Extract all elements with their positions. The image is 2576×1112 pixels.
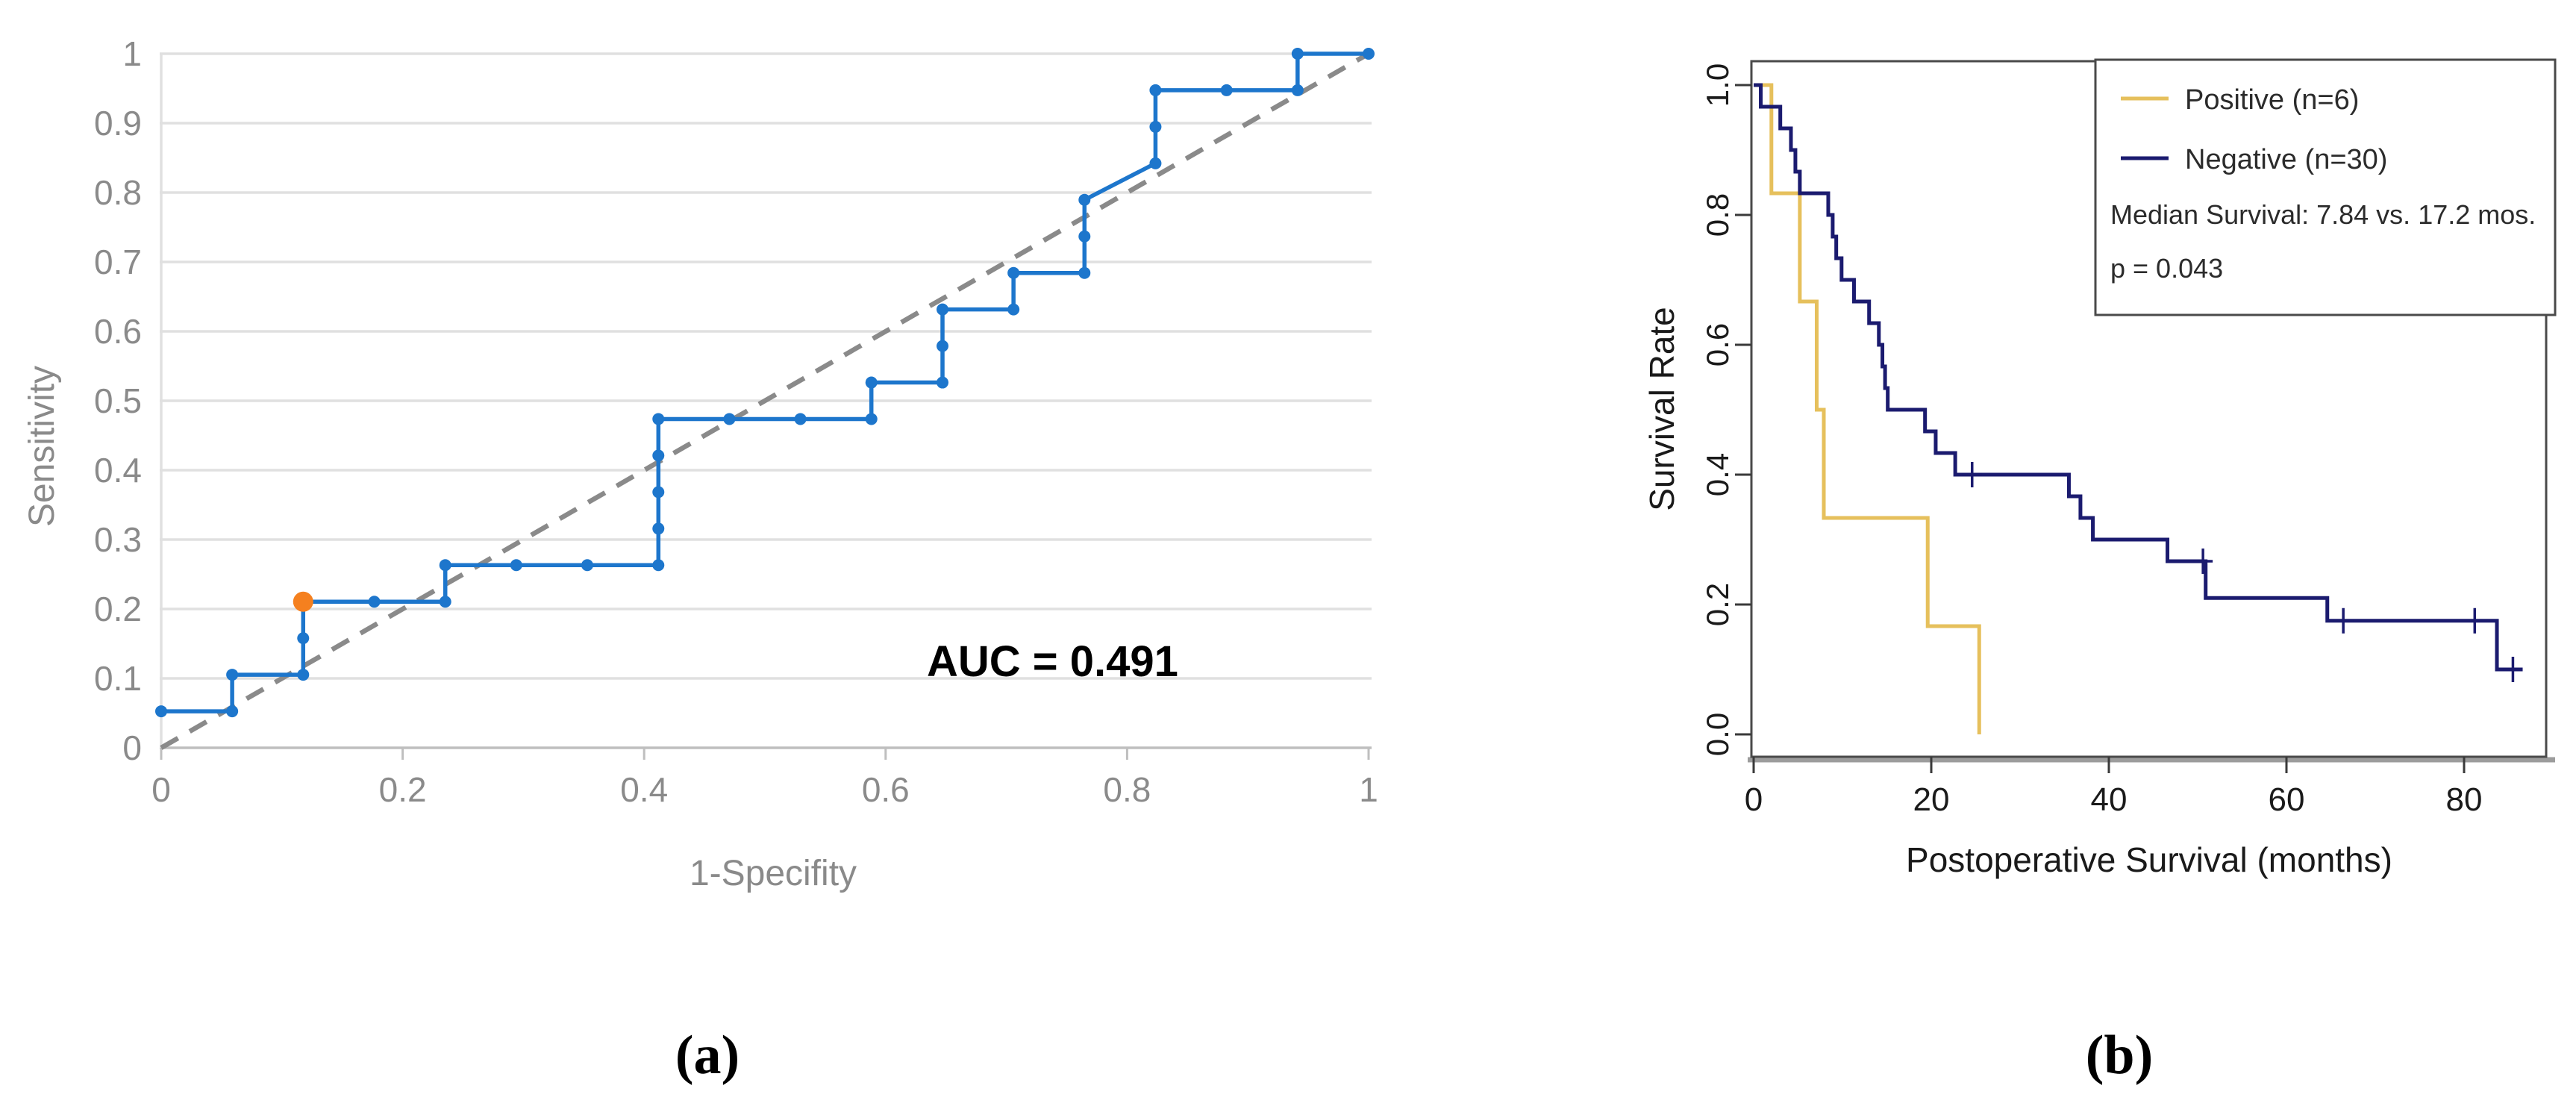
roc-data-point xyxy=(368,596,381,608)
roc-curve xyxy=(159,51,1371,713)
y-tick-label: 0.9 xyxy=(94,104,142,143)
x-tick-label: 20 xyxy=(1913,781,1950,818)
y-tick-label: 0.4 xyxy=(94,451,142,490)
roc-data-point xyxy=(439,559,451,572)
y-tick-label: 1.0 xyxy=(1700,63,1735,107)
roc-data-point xyxy=(439,596,451,608)
x-tick-label: 0 xyxy=(151,770,171,809)
x-tick-label: 80 xyxy=(2446,781,2483,818)
legend-p-value-text: p = 0.043 xyxy=(2110,253,2223,284)
roc-data-point xyxy=(652,486,665,499)
x-axis-title: 1-Specifity xyxy=(690,854,857,893)
y-tick-label: 0.1 xyxy=(94,659,142,698)
km-curve-negative xyxy=(1754,83,2523,672)
roc-data-point xyxy=(794,413,807,425)
y-axis-title: Survival Rate xyxy=(1642,307,1681,511)
y-tick-label: 0.2 xyxy=(1700,583,1735,626)
auc-annotation: AUC = 0.491 xyxy=(927,637,1178,686)
roc-data-point xyxy=(1078,193,1091,206)
panel-b-caption: (b) xyxy=(2086,1025,2153,1086)
x-tick-label: 60 xyxy=(2269,781,2305,818)
y-tick-label: 0.3 xyxy=(94,520,142,559)
roc-data-point xyxy=(1363,48,1375,60)
legend-item-label: Positive (n=6) xyxy=(2185,84,2359,116)
roc-chart-panel: 0 0.1 0.2 0.3 0.4 0.5 0.6 0.7 0.8 0.9 1 0 0.2 0.4 0.6 0… xyxy=(22,34,1378,893)
roc-data-point xyxy=(1291,48,1304,60)
y-tick-label: 0.0 xyxy=(1700,713,1735,756)
roc-data-point xyxy=(297,632,310,645)
legend-box xyxy=(2094,58,2557,316)
roc-data-point xyxy=(723,413,736,425)
y-tick-label: 0.2 xyxy=(94,590,142,628)
x-tick-label: 40 xyxy=(2091,781,2128,818)
x-tick-label: 0.8 xyxy=(1103,770,1151,809)
x-tick-label: 0 xyxy=(1745,781,1763,818)
y-tick-label: 0.5 xyxy=(94,381,142,420)
roc-data-point xyxy=(1149,84,1162,96)
y-tick-label: 0.8 xyxy=(94,173,142,212)
roc-data-point xyxy=(1078,230,1091,243)
chance-diagonal-line xyxy=(160,51,1370,750)
roc-data-point xyxy=(652,413,665,425)
roc-data-point xyxy=(865,376,878,389)
y-tick-label: 0.8 xyxy=(1700,193,1735,237)
roc-data-point xyxy=(226,669,239,681)
roc-data-point xyxy=(1007,266,1020,279)
y-tick-label: 0.4 xyxy=(1700,453,1735,496)
roc-data-point xyxy=(1007,303,1020,316)
roc-data-point xyxy=(865,413,878,425)
y-tick-label: 0.7 xyxy=(94,243,142,281)
roc-data-point xyxy=(510,559,522,572)
y-tick-label: 0 xyxy=(122,728,142,767)
roc-data-point xyxy=(1220,84,1233,96)
x-tick-label: 1 xyxy=(1359,770,1378,809)
roc-data-point xyxy=(1078,266,1091,279)
legend-item-label: Negative (n=30) xyxy=(2185,144,2387,175)
roc-data-point xyxy=(297,669,310,681)
x-tick-label: 0.2 xyxy=(379,770,427,809)
roc-data-point xyxy=(1291,84,1304,96)
roc-data-point xyxy=(581,559,593,572)
x-axis-title: Postoperative Survival (months) xyxy=(1906,840,2392,879)
x-tick-label: 0.4 xyxy=(620,770,668,809)
y-tick-label: 0.6 xyxy=(94,312,142,351)
roc-data-point xyxy=(1149,157,1162,169)
roc-data-point xyxy=(1149,120,1162,133)
roc-data-point xyxy=(155,705,167,718)
roc-data-point xyxy=(652,522,665,535)
y-axis-title: Sensitivity xyxy=(22,366,62,527)
y-tick-label: 1 xyxy=(122,34,142,73)
roc-data-point xyxy=(652,559,665,572)
legend-median-survival-text: Median Survival: 7.84 vs. 17.2 mos. xyxy=(2110,199,2536,230)
x-tick-label: 0.6 xyxy=(862,770,910,809)
km-chart-panel: 0 20 40 60 80 0.0 0.2 0.4 0.6 0.8 1.0 Survival Rate… xyxy=(1642,58,2557,879)
roc-data-point xyxy=(226,705,239,718)
y-tick-label: 0.6 xyxy=(1700,323,1735,366)
roc-data-point xyxy=(937,376,949,389)
panel-a-caption: (a) xyxy=(675,1025,740,1086)
roc-data-point xyxy=(937,303,949,316)
km-curve-positive xyxy=(1754,83,1981,734)
roc-data-point xyxy=(652,449,665,462)
roc-data-point xyxy=(937,340,949,352)
roc-highlight-point xyxy=(293,591,313,612)
